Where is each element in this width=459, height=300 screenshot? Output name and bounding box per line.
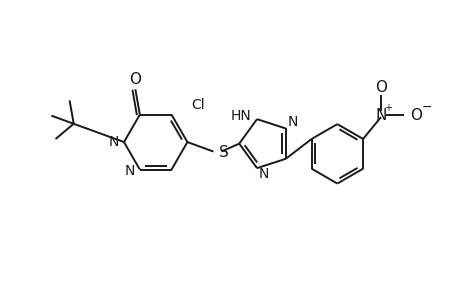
Text: N: N <box>108 135 119 149</box>
Text: O: O <box>410 108 422 123</box>
Text: N: N <box>258 167 269 181</box>
Text: O: O <box>129 72 141 87</box>
Text: HN: HN <box>230 109 251 123</box>
Text: N: N <box>287 115 297 129</box>
Text: N: N <box>124 164 134 178</box>
Text: +: + <box>383 103 391 113</box>
Text: O: O <box>374 80 386 95</box>
Text: S: S <box>219 145 229 160</box>
Text: Cl: Cl <box>191 98 205 112</box>
Text: −: − <box>420 101 431 114</box>
Text: N: N <box>375 108 386 123</box>
